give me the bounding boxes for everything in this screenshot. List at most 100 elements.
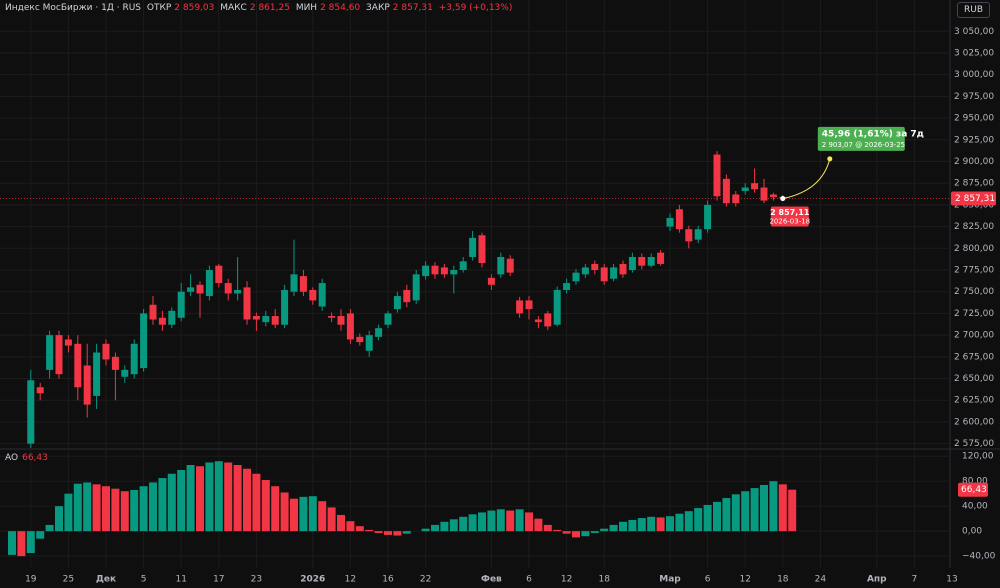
ao-bar: [384, 531, 392, 535]
candle-body: [74, 343, 82, 388]
ao-bar: [205, 462, 214, 532]
candle-body: [281, 289, 289, 325]
ao-bar: [760, 484, 768, 532]
y-tick-label: 3 025,00: [954, 48, 994, 58]
x-tick-label: 12: [561, 575, 572, 585]
candle-body: [93, 352, 101, 396]
ao-bar: [308, 496, 317, 532]
candle-body: [83, 365, 91, 405]
candle-body: [149, 304, 157, 320]
price-tag-label: 2 857,31: [955, 194, 995, 204]
candle-body: [600, 267, 608, 282]
candle-body: [46, 335, 54, 370]
indicator-value: 66,43: [22, 453, 48, 463]
candle-body: [168, 310, 176, 325]
candle-body: [469, 237, 477, 257]
projection-box: [817, 126, 905, 151]
candle-body: [619, 263, 627, 275]
candle-body: [318, 283, 326, 307]
target-point: [827, 156, 833, 162]
x-tick-label: 5: [141, 575, 147, 585]
label: МАКС: [220, 3, 247, 13]
candle-body: [196, 284, 204, 294]
label: ЗАКР: [366, 3, 390, 13]
marker-box: [770, 206, 809, 227]
price-pane: [0, 0, 950, 470]
candle-body: [111, 356, 119, 370]
y-tick-label: 2 950,00: [954, 114, 994, 124]
ao-bar: [449, 519, 458, 532]
ao-bar: [149, 482, 157, 532]
candle-body: [553, 289, 561, 325]
x-tick-label: 18: [777, 575, 789, 585]
candle-body: [158, 317, 166, 325]
x-tick-label: 6: [526, 575, 532, 585]
y-tick-label: 3 000,00: [954, 70, 994, 80]
ao-bar: [778, 484, 787, 532]
candle-body: [36, 387, 44, 394]
ao-bar: [666, 516, 674, 532]
ao-bar: [196, 466, 204, 532]
ao-bar: [637, 518, 646, 532]
ao-bar: [572, 531, 580, 538]
ao-bar: [506, 510, 515, 532]
ao-bar: [280, 492, 289, 532]
currency-button[interactable]: RUB: [956, 2, 990, 18]
candle-body: [506, 258, 514, 273]
x-tick-label: 24: [815, 575, 827, 585]
marker-date: 2026-03-18: [769, 218, 810, 226]
ao-bar: [271, 486, 280, 532]
ao-bar: [299, 496, 308, 532]
candle-body: [610, 267, 618, 279]
ao-bar: [619, 521, 627, 532]
y-tick-label: 2 575,00: [954, 439, 994, 449]
ao-pane: [0, 450, 950, 568]
ao-bar: [365, 529, 374, 532]
change: +3,59 (+0,13%): [438, 3, 513, 13]
ao-bar: [36, 531, 45, 539]
indicator-name: AO: [5, 453, 19, 463]
candle-body: [591, 263, 599, 271]
candle-body: [262, 316, 270, 323]
candle-body: [299, 276, 307, 292]
y-tick-label: 2 900,00: [954, 157, 994, 167]
y-tick-label: 2 750,00: [954, 287, 994, 297]
legend: Индекс МосБиржи · 1Д · RUS ОТКР 2 859,03 …: [5, 3, 515, 13]
ao-bar: [337, 514, 345, 532]
ao-bar: [750, 488, 759, 532]
ao-bar: [431, 524, 439, 532]
symbol: Индекс МосБиржи · 1Д · RUS: [5, 3, 142, 13]
candle-body: [694, 229, 702, 240]
value: 2 854,60: [320, 3, 361, 13]
candle-body: [722, 178, 730, 204]
ao-bar: [130, 489, 139, 532]
candle-body: [450, 270, 458, 275]
candle-body: [187, 287, 195, 292]
ao-bar: [656, 517, 665, 532]
ao-bar: [167, 473, 176, 532]
candle-body: [18, 464, 25, 470]
ao-bar: [581, 531, 590, 537]
ao-bar: [8, 531, 16, 555]
ao-bar: [102, 486, 110, 532]
ao-bar: [177, 469, 186, 532]
candle-body: [751, 183, 759, 190]
candle-body: [675, 209, 683, 230]
x-tick-label: Дек: [96, 575, 116, 585]
candle-body: [534, 319, 542, 323]
candle-body: [27, 380, 35, 444]
value: 2 861,25: [249, 3, 290, 13]
ao-bar: [233, 464, 242, 532]
projection-curve: [782, 158, 831, 200]
ao-bar: [675, 513, 684, 532]
ao-bar: [120, 491, 129, 532]
ao-bar: [534, 518, 543, 532]
ao-bar: [355, 526, 364, 532]
ao-bar: [478, 512, 486, 532]
ao-legend: AO 66,43: [5, 453, 52, 463]
x-tick-label: 13: [946, 575, 957, 585]
ao-bar: [496, 509, 505, 532]
candle-body: [685, 229, 693, 242]
ao-bar: [590, 531, 599, 534]
candle-body: [487, 277, 495, 285]
